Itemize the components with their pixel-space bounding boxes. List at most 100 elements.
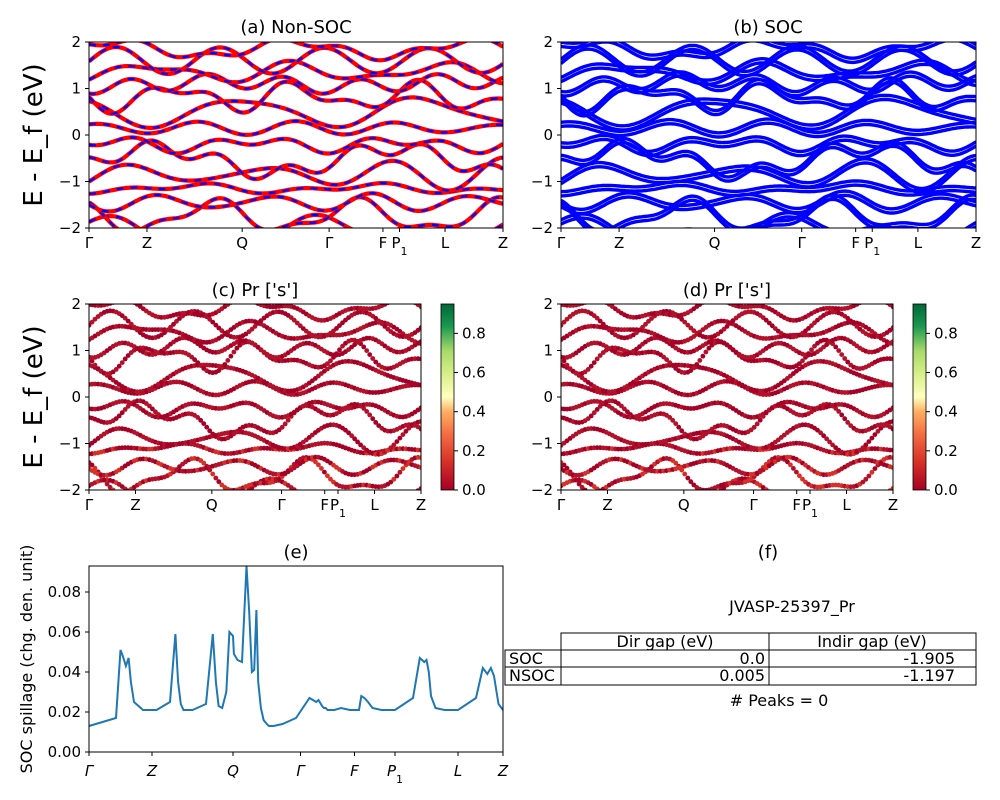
y-tick-label: −2 xyxy=(59,219,81,237)
x-tick-label: L xyxy=(914,234,923,252)
band-point xyxy=(876,296,881,301)
band-point xyxy=(703,349,709,355)
band-point xyxy=(162,501,167,506)
band-point xyxy=(670,494,675,499)
band-line xyxy=(89,181,503,196)
y-tick-label: 0 xyxy=(543,388,553,406)
band-point xyxy=(147,403,152,409)
band-point xyxy=(122,356,128,362)
band-point xyxy=(116,363,122,369)
band-point xyxy=(879,496,884,501)
band-point xyxy=(156,503,161,508)
band-point xyxy=(860,445,866,451)
band-point xyxy=(126,298,131,303)
band-point xyxy=(216,479,222,485)
x-tick-label: L xyxy=(454,762,462,780)
band-point xyxy=(688,479,694,485)
band-line xyxy=(561,97,976,132)
panel-d-points xyxy=(561,296,893,511)
table-header-dir-gap: Dir gap (eV) xyxy=(617,632,714,651)
panel-c-axes: 210−1−2Γ Z Q Γ F P1 L Z xyxy=(59,295,426,520)
band-point xyxy=(150,406,155,412)
x-tick-label: Z xyxy=(146,762,158,780)
band-point xyxy=(869,435,875,441)
x-tick-label: Q xyxy=(206,496,218,514)
band-point xyxy=(168,324,173,330)
band-point xyxy=(418,447,421,453)
band-point xyxy=(643,321,648,327)
band-point xyxy=(717,489,719,490)
band-line xyxy=(561,210,976,228)
band-point xyxy=(316,462,321,468)
panel-b: (b) SOC 210−1−2Γ Z Q Γ F P1 L Z xyxy=(531,17,981,258)
band-point xyxy=(195,415,201,420)
band-point xyxy=(201,421,207,426)
band-point xyxy=(307,495,312,500)
band-point xyxy=(836,498,841,503)
band-point xyxy=(676,424,682,430)
band-point xyxy=(131,324,137,330)
band-point xyxy=(679,428,685,434)
band-line xyxy=(89,96,503,129)
band-point xyxy=(361,496,366,501)
band-point xyxy=(370,356,376,361)
band-point xyxy=(867,504,872,509)
band-point xyxy=(691,365,697,371)
gap-table: Dir gap (eV) Indir gap (eV) SOC 0.0 -1.9… xyxy=(504,632,977,686)
band-point xyxy=(622,406,627,412)
x-tick-label: Γ xyxy=(85,234,94,252)
band-point xyxy=(701,499,706,504)
panel-e: (e) SOC spillage (chg. den. unit) 0.000.… xyxy=(17,542,509,786)
band-point xyxy=(842,356,848,361)
band-point xyxy=(773,493,778,498)
x-tick-label: Z xyxy=(130,496,140,514)
band-point xyxy=(388,445,394,451)
band-group xyxy=(89,42,503,228)
band-point xyxy=(304,494,309,499)
band-point xyxy=(827,493,832,498)
band-point xyxy=(382,506,387,511)
band-point xyxy=(866,473,872,479)
band-point xyxy=(754,421,760,427)
band-point xyxy=(670,417,676,423)
band-point xyxy=(646,496,651,501)
band-point xyxy=(174,318,179,324)
band-point xyxy=(101,477,107,483)
band-line xyxy=(561,70,976,94)
band-point xyxy=(398,296,403,301)
band-point xyxy=(833,344,839,350)
band-point xyxy=(123,298,128,303)
y-tick-label: −1 xyxy=(59,173,81,191)
band-point xyxy=(860,506,865,511)
band-point xyxy=(355,439,360,445)
band-point xyxy=(890,426,893,432)
band-point xyxy=(340,343,345,349)
band-line xyxy=(89,78,503,115)
band-point xyxy=(751,424,757,430)
y-tick-label: 0.00 xyxy=(48,743,81,761)
band-point xyxy=(122,486,128,490)
y-tick-label: 2 xyxy=(543,295,553,313)
band-point xyxy=(652,494,657,499)
band-point xyxy=(890,382,893,388)
colorbar-tick-label: 0.4 xyxy=(462,403,486,421)
x-tick-label: Z xyxy=(602,496,612,514)
band-line xyxy=(89,192,503,213)
band-point xyxy=(724,324,730,329)
panel-a-axes: 210−1−2Γ Z Q Γ F P1 L Z xyxy=(59,33,508,258)
band-line xyxy=(561,42,976,65)
band-point xyxy=(120,491,125,496)
band-point xyxy=(410,493,415,498)
band-point xyxy=(870,296,875,301)
band-point xyxy=(298,491,303,496)
band-point xyxy=(364,498,369,503)
band-line xyxy=(89,119,503,137)
band-point xyxy=(418,304,421,310)
band-point xyxy=(376,318,382,324)
band-point xyxy=(576,481,582,487)
band-point xyxy=(358,442,363,448)
band-point xyxy=(322,469,327,475)
y-tick-label: −1 xyxy=(531,435,553,453)
panel-a: (a) Non-SOC E - E_f (eV) 210−1−2Γ Z Q Γ F P1 L… xyxy=(19,17,508,258)
x-tick-label: F xyxy=(851,234,860,252)
